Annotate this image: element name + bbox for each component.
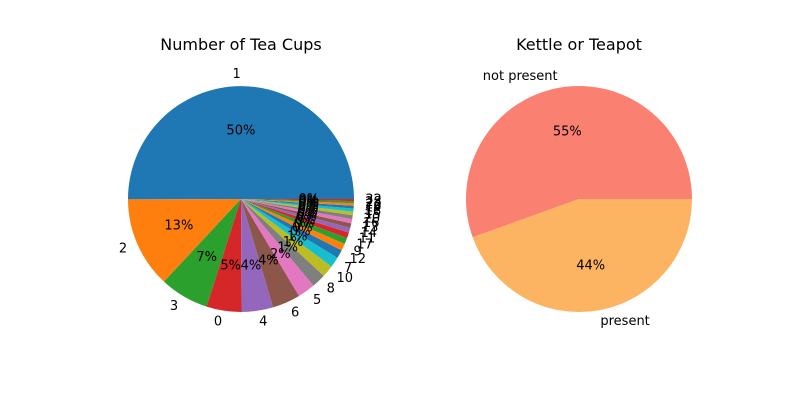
- tea-cups-category-label: 9: [353, 244, 361, 259]
- tea-cups-slice-16: [241, 199, 353, 224]
- tea-cups-category-label: 19: [365, 200, 382, 215]
- tea-cups-category-label: 4: [259, 314, 267, 329]
- tea-cups-slice-2: [128, 199, 241, 282]
- tea-cups-slice-22: [241, 199, 354, 206]
- tea-cups-category-label: 0: [214, 314, 222, 329]
- tea-cups-slice-28: [241, 199, 354, 204]
- tea-cups-percent-label: 0%: [295, 213, 316, 228]
- tea-cups-slice-5: [241, 199, 314, 296]
- tea-cups-slice-6: [241, 199, 300, 308]
- tea-cups-percent-label: 0%: [296, 210, 317, 225]
- tea-cups-category-label: 1: [233, 67, 241, 82]
- tea-cups-slice-8: [241, 199, 324, 286]
- tea-cups-slice-1: [127, 86, 354, 200]
- tea-cups-slice-19: [241, 199, 354, 209]
- tea-cups-percent-label: 2%: [270, 247, 291, 262]
- tea-cups-slice-12: [241, 199, 342, 258]
- tea-cups-category-label: 10: [336, 271, 353, 286]
- tea-cups-category-label: 14: [360, 226, 377, 241]
- kettle-pie-chart: Kettle or Teapot not present 55% present 44…: [466, 35, 692, 329]
- tea-cups-category-label: 22: [365, 198, 382, 213]
- kettle-category-label: not present: [483, 69, 558, 84]
- tea-cups-category-label: 12: [350, 252, 367, 267]
- tea-cups-percent-label: 50%: [226, 124, 255, 139]
- tea-cups-slice-4: [241, 199, 274, 312]
- tea-cups-percent-label: 0%: [298, 196, 319, 211]
- tea-cups-slice-0: [206, 199, 242, 313]
- tea-cups-category-label: 7: [344, 261, 352, 276]
- tea-cups-category-label: 18: [365, 204, 382, 219]
- tea-cups-slice-9: [241, 199, 345, 251]
- tea-cups-chart-title: Number of Tea Cups: [160, 35, 321, 54]
- tea-cups-slice-13: [241, 199, 352, 228]
- tea-cups-percent-label: 0%: [290, 225, 311, 240]
- tea-cups-percent-label: 7%: [196, 250, 217, 265]
- tea-cups-category-label: 16: [363, 216, 380, 231]
- tea-cups-percent-label: 0%: [298, 192, 319, 207]
- tea-cups-category-label: 3: [170, 299, 178, 314]
- tea-cups-percent-label: 0%: [298, 198, 319, 213]
- tea-cups-percent-label: 1%: [287, 229, 308, 244]
- tea-cups-category-label: 13: [362, 221, 379, 236]
- tea-cups-slice-7: [241, 199, 338, 267]
- tea-cups-percent-label: 1%: [283, 235, 304, 250]
- tea-cups-slice-14: [241, 199, 351, 233]
- tea-cups-category-label: 5: [313, 293, 321, 308]
- tea-cups-category-label: 20: [364, 212, 381, 227]
- tea-cups-percent-label: 0%: [294, 217, 315, 232]
- tea-cups-percent-label: 0%: [298, 202, 319, 217]
- kettle-slice-present: [472, 199, 692, 313]
- tea-cups-category-label: 11: [359, 231, 376, 246]
- tea-cups-percent-label: 0%: [297, 205, 318, 220]
- tea-cups-percent-label: 0%: [298, 193, 319, 208]
- kettle-chart-title: Kettle or Teapot: [516, 35, 642, 54]
- tea-cups-category-label: 15: [364, 207, 381, 222]
- tea-cups-category-label: 8: [327, 282, 335, 297]
- tea-cups-slice-3: [163, 199, 241, 307]
- tea-cups-category-label: 6: [291, 305, 299, 320]
- tea-cups-percent-label: 4%: [241, 259, 262, 274]
- tea-cups-percent-label: 5%: [220, 259, 241, 274]
- kettle-percent-label: 55%: [553, 125, 582, 140]
- tea-cups-slice-15: [241, 199, 354, 216]
- kettle-slice-not-present: [466, 86, 692, 238]
- tea-cups-slice-32: [241, 199, 354, 202]
- tea-cups-percent-label: 0%: [298, 195, 319, 210]
- tea-cups-category-label: 32: [365, 193, 382, 208]
- kettle-category-label: present: [600, 314, 649, 329]
- tea-cups-pie-chart: Number of Tea Cups 150%213%37%05%44%64%5…: [119, 35, 382, 329]
- tea-cups-percent-label: 13%: [164, 219, 193, 234]
- tea-cups-slice-20: [241, 199, 353, 220]
- kettle-percent-label: 44%: [576, 258, 605, 273]
- tea-cups-category-label: 2: [119, 241, 127, 256]
- tea-cups-slice-17: [241, 199, 348, 244]
- tea-cups-percent-label: 4%: [258, 254, 279, 269]
- tea-cups-slice-10: [241, 199, 332, 276]
- tea-cups-percent-label: 0%: [297, 207, 318, 222]
- tea-cups-percent-label: 0%: [292, 220, 313, 235]
- tea-cups-category-label: 17: [356, 238, 373, 253]
- tea-cups-percent-label: 0%: [298, 200, 319, 215]
- tea-cups-slice-18: [241, 199, 354, 212]
- tea-cups-category-label: 28: [365, 195, 382, 210]
- tea-cups-percent-label: 1%: [277, 241, 298, 256]
- tea-cups-slice-11: [241, 199, 349, 238]
